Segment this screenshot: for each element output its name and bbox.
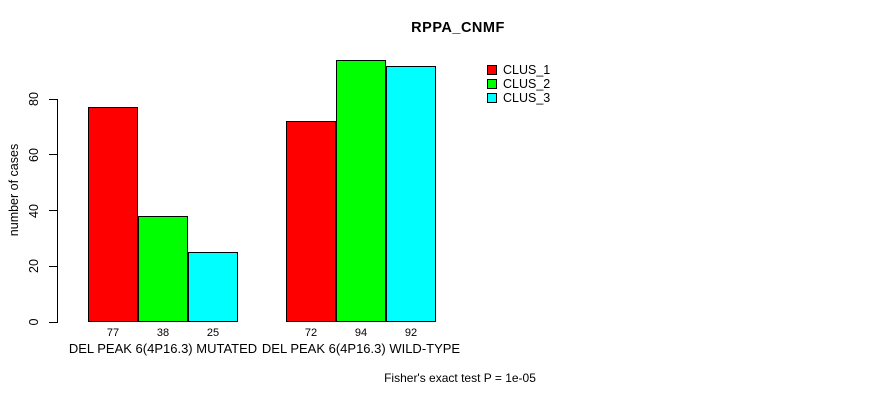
legend-swatch-clus_3	[487, 93, 497, 103]
y-axis-tick	[49, 210, 57, 211]
legend-swatch-clus_2	[487, 79, 497, 89]
chart-title: RPPA_CNMF	[411, 20, 505, 36]
legend-label: CLUS_3	[503, 91, 551, 105]
y-axis-tick	[49, 265, 57, 267]
bar-clus_3-group1	[188, 252, 238, 322]
y-tick-label: 0	[27, 318, 41, 326]
bar-value-label: 94	[354, 327, 368, 339]
y-axis-line	[57, 99, 58, 323]
legend: CLUS_1 CLUS_2 CLUS_3	[487, 63, 550, 105]
bar-value-label: 38	[156, 327, 170, 339]
legend-label: CLUS_2	[503, 77, 551, 91]
bar-clus_2-group2	[336, 59, 386, 322]
bar-clus_2-group1	[138, 216, 188, 322]
bar-value-label: 72	[304, 327, 318, 339]
bar-clus_1-group2	[286, 121, 336, 322]
y-axis-tick	[49, 154, 57, 156]
legend-label: CLUS_1	[503, 63, 551, 77]
legend-item-clus_3: CLUS_3	[487, 91, 550, 105]
bar-clus_3-group2	[386, 65, 436, 322]
y-tick-label: 40	[27, 203, 41, 218]
bar-value-label: 92	[404, 327, 418, 339]
bar-value-label: 77	[106, 327, 120, 339]
x-category-label: DEL PEAK 6(4P16.3) MUTATED	[68, 341, 258, 356]
bar-clus_1-group1	[88, 107, 138, 322]
x-category-label: DEL PEAK 6(4P16.3) WILD-TYPE	[261, 341, 461, 356]
bar-value-label: 25	[206, 327, 220, 339]
y-axis-label: number of cases	[7, 143, 21, 237]
legend-swatch-clus_1	[487, 65, 497, 75]
legend-item-clus_1: CLUS_1	[487, 63, 550, 77]
y-tick-label: 20	[27, 259, 41, 274]
y-axis-tick	[49, 98, 57, 100]
footnote-text: Fisher's exact test P = 1e-05	[384, 371, 536, 385]
y-tick-label: 80	[27, 92, 41, 106]
y-tick-label: 60	[27, 147, 41, 162]
y-axis-tick	[49, 321, 57, 323]
legend-item-clus_2: CLUS_2	[487, 77, 550, 91]
